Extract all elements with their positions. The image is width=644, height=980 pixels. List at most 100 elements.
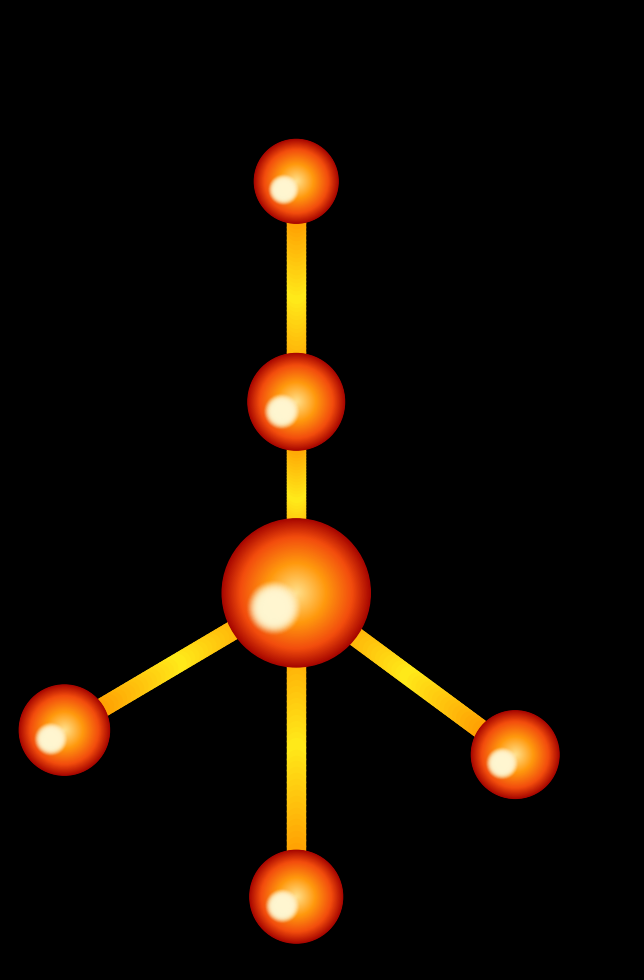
Circle shape <box>267 867 326 926</box>
Circle shape <box>512 752 518 758</box>
Circle shape <box>279 165 314 198</box>
Circle shape <box>61 727 68 733</box>
Circle shape <box>274 875 318 918</box>
Circle shape <box>505 744 526 765</box>
Circle shape <box>293 894 299 900</box>
Circle shape <box>269 374 323 429</box>
Circle shape <box>276 181 292 198</box>
Circle shape <box>56 722 73 738</box>
Circle shape <box>21 687 108 773</box>
Circle shape <box>295 895 298 899</box>
Circle shape <box>281 387 310 416</box>
Circle shape <box>282 882 310 911</box>
Circle shape <box>506 745 525 764</box>
Circle shape <box>249 355 343 449</box>
Circle shape <box>509 749 522 760</box>
Circle shape <box>34 700 95 760</box>
Circle shape <box>245 542 348 644</box>
Circle shape <box>261 861 332 932</box>
Circle shape <box>275 380 317 423</box>
Circle shape <box>266 371 327 432</box>
Circle shape <box>272 606 276 610</box>
Circle shape <box>253 550 339 636</box>
Circle shape <box>265 599 283 616</box>
Circle shape <box>291 397 301 407</box>
Circle shape <box>265 370 327 433</box>
Circle shape <box>26 692 103 768</box>
Circle shape <box>268 153 325 210</box>
Circle shape <box>276 876 317 917</box>
Circle shape <box>248 545 345 641</box>
Circle shape <box>261 862 331 931</box>
Circle shape <box>264 864 328 929</box>
Circle shape <box>261 559 331 627</box>
Circle shape <box>287 172 306 191</box>
Circle shape <box>282 883 310 910</box>
Circle shape <box>274 875 318 918</box>
Circle shape <box>24 690 105 770</box>
Circle shape <box>249 355 344 449</box>
Circle shape <box>32 698 97 762</box>
Circle shape <box>265 865 328 928</box>
Circle shape <box>266 371 327 432</box>
Circle shape <box>243 540 349 646</box>
Circle shape <box>490 730 540 779</box>
Circle shape <box>22 688 107 772</box>
Circle shape <box>279 880 313 913</box>
Circle shape <box>484 723 547 786</box>
Circle shape <box>269 565 324 620</box>
Circle shape <box>234 531 358 655</box>
Circle shape <box>271 605 277 611</box>
Circle shape <box>48 737 53 742</box>
Circle shape <box>260 366 333 438</box>
Circle shape <box>260 145 332 218</box>
Circle shape <box>263 863 330 930</box>
Circle shape <box>267 372 325 431</box>
Circle shape <box>252 585 296 630</box>
Circle shape <box>272 873 320 920</box>
Circle shape <box>281 411 282 412</box>
Circle shape <box>479 719 551 790</box>
Circle shape <box>50 715 79 745</box>
Circle shape <box>280 166 312 197</box>
Circle shape <box>295 180 298 182</box>
Circle shape <box>43 731 59 747</box>
Circle shape <box>279 879 314 914</box>
Circle shape <box>294 400 299 404</box>
Circle shape <box>478 717 553 792</box>
Circle shape <box>492 731 538 778</box>
Circle shape <box>29 695 100 765</box>
Circle shape <box>290 891 302 903</box>
Circle shape <box>276 182 291 197</box>
Circle shape <box>260 860 333 933</box>
Circle shape <box>43 732 59 747</box>
Circle shape <box>255 589 293 626</box>
Circle shape <box>291 892 301 902</box>
Circle shape <box>258 592 290 623</box>
Circle shape <box>275 899 289 913</box>
Circle shape <box>268 397 296 425</box>
Circle shape <box>258 364 335 440</box>
Circle shape <box>295 592 298 594</box>
Circle shape <box>260 145 332 218</box>
Circle shape <box>286 582 307 604</box>
Circle shape <box>259 859 334 934</box>
Circle shape <box>256 362 337 442</box>
Circle shape <box>261 367 331 437</box>
Circle shape <box>288 889 305 905</box>
Circle shape <box>38 726 64 753</box>
Circle shape <box>499 760 505 766</box>
Circle shape <box>286 886 307 907</box>
Circle shape <box>293 177 299 185</box>
Circle shape <box>481 720 549 789</box>
Circle shape <box>55 721 73 739</box>
Circle shape <box>278 408 285 416</box>
Circle shape <box>273 403 290 420</box>
Circle shape <box>278 878 315 915</box>
Circle shape <box>263 368 330 435</box>
Circle shape <box>500 740 530 769</box>
Circle shape <box>268 373 325 430</box>
Circle shape <box>49 714 80 746</box>
Circle shape <box>226 522 366 663</box>
Circle shape <box>279 409 285 415</box>
